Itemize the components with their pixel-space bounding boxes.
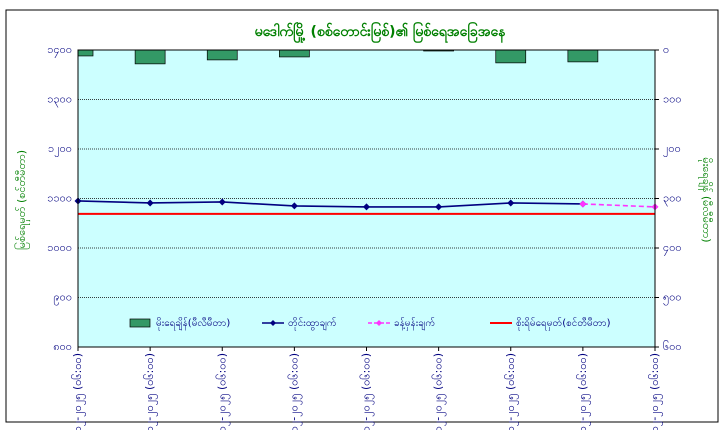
y2-tick-label: ၃၀၀: [663, 192, 682, 207]
marker: [290, 202, 298, 210]
y2-tick-label: ၁၀၀: [663, 93, 682, 106]
x-tick-label: ၁၂-၁၂-၂၀၂၅ (၀၆:၀၀): [215, 353, 230, 430]
y-tick-label: ၁၂၀၀: [48, 142, 72, 157]
y-tick-label: ၁၀၀၀: [47, 241, 72, 254]
y2-tick-label: ၂၀၀: [663, 142, 681, 157]
x-tick-label: ၁၃-၁၂-၂၀၂၅ (၀၆:၀၀): [287, 353, 302, 430]
legend-marker: [376, 320, 382, 326]
rain-bar: [206, 50, 238, 61]
y2-tick-label: ၅၀၀: [663, 291, 682, 306]
legend-label: စိုးရိမ်ရေမှတ်(စင်တီမီတာ): [516, 316, 611, 331]
y-tick-label: ၁၄၀၀: [47, 43, 72, 58]
plot: [78, 50, 655, 208]
x-tick-label: ၁၆-၁၂-၂၀၂၅ (၀၆:၀၀): [504, 353, 519, 430]
rain-bar: [495, 50, 527, 64]
x-tick-label: ၁၅-၁၂-၂၀၂၅ (၀၆:၀၀): [432, 353, 447, 430]
y-tick-label: ၁၃၀၀: [47, 93, 72, 108]
x-tick-label: ၁၀-၁၂-၂၀၂၅ (၀၆:၀၀): [71, 353, 86, 430]
legend-label: ခန့်မှန်းချက်: [394, 316, 435, 331]
x-tick-label: ၁၈-၁၂-၂၀၂၅ (၀၆:၀၀): [648, 353, 663, 430]
y2-tick-label: ၆၀၀: [663, 340, 682, 353]
marker: [146, 199, 154, 207]
y-tick-label: ၁၁၀၀: [47, 192, 72, 205]
y2-axis-title: မိုးရေချိန် (မီလီမီတာ): [698, 157, 713, 242]
x-tick-label: ၁၁-၁၂-၂၀၂၅ (၀၆:၀၀): [143, 353, 158, 430]
y2-tick-label: ၄၀၀: [663, 241, 682, 256]
marker: [435, 203, 443, 211]
marker: [507, 199, 515, 207]
plot-border: [77, 49, 656, 348]
legend-label: တိုင်းထွာချက်: [288, 316, 337, 331]
legend-marker: [270, 320, 276, 326]
marker: [218, 198, 226, 206]
y-axis-title: မြစ်ရေမှတ် (စင်တီမီတာ): [14, 150, 30, 250]
legend-swatch: [129, 318, 151, 328]
marker: [363, 203, 370, 211]
x-tick-label: ၁၄-၁၂-၂၀၂၅ (၀၆:၀၀): [360, 353, 375, 430]
y-tick-label: ၈၀၀: [53, 340, 72, 353]
rain-bar: [279, 50, 310, 58]
chart-title: မဒေါက်မြို့ (စစ်တောင်းမြစ်)၏ မြစ်ရေအခြေအ…: [255, 22, 507, 43]
line: [78, 200, 583, 208]
x-tick-label: ၁၇-၁၂-၂၀၂၅ (၀၆:၀၀): [576, 353, 591, 430]
line: [582, 203, 655, 208]
rain-bar: [134, 50, 166, 65]
legend-label: မိုးရေချိန်(မီလီမီတာ): [156, 316, 230, 331]
y2-tick-label: ၀: [663, 43, 669, 56]
rain-bar: [567, 50, 599, 63]
y-tick-label: ၉၀၀: [53, 291, 72, 306]
marker: [579, 200, 587, 208]
rain-bar: [78, 50, 94, 57]
